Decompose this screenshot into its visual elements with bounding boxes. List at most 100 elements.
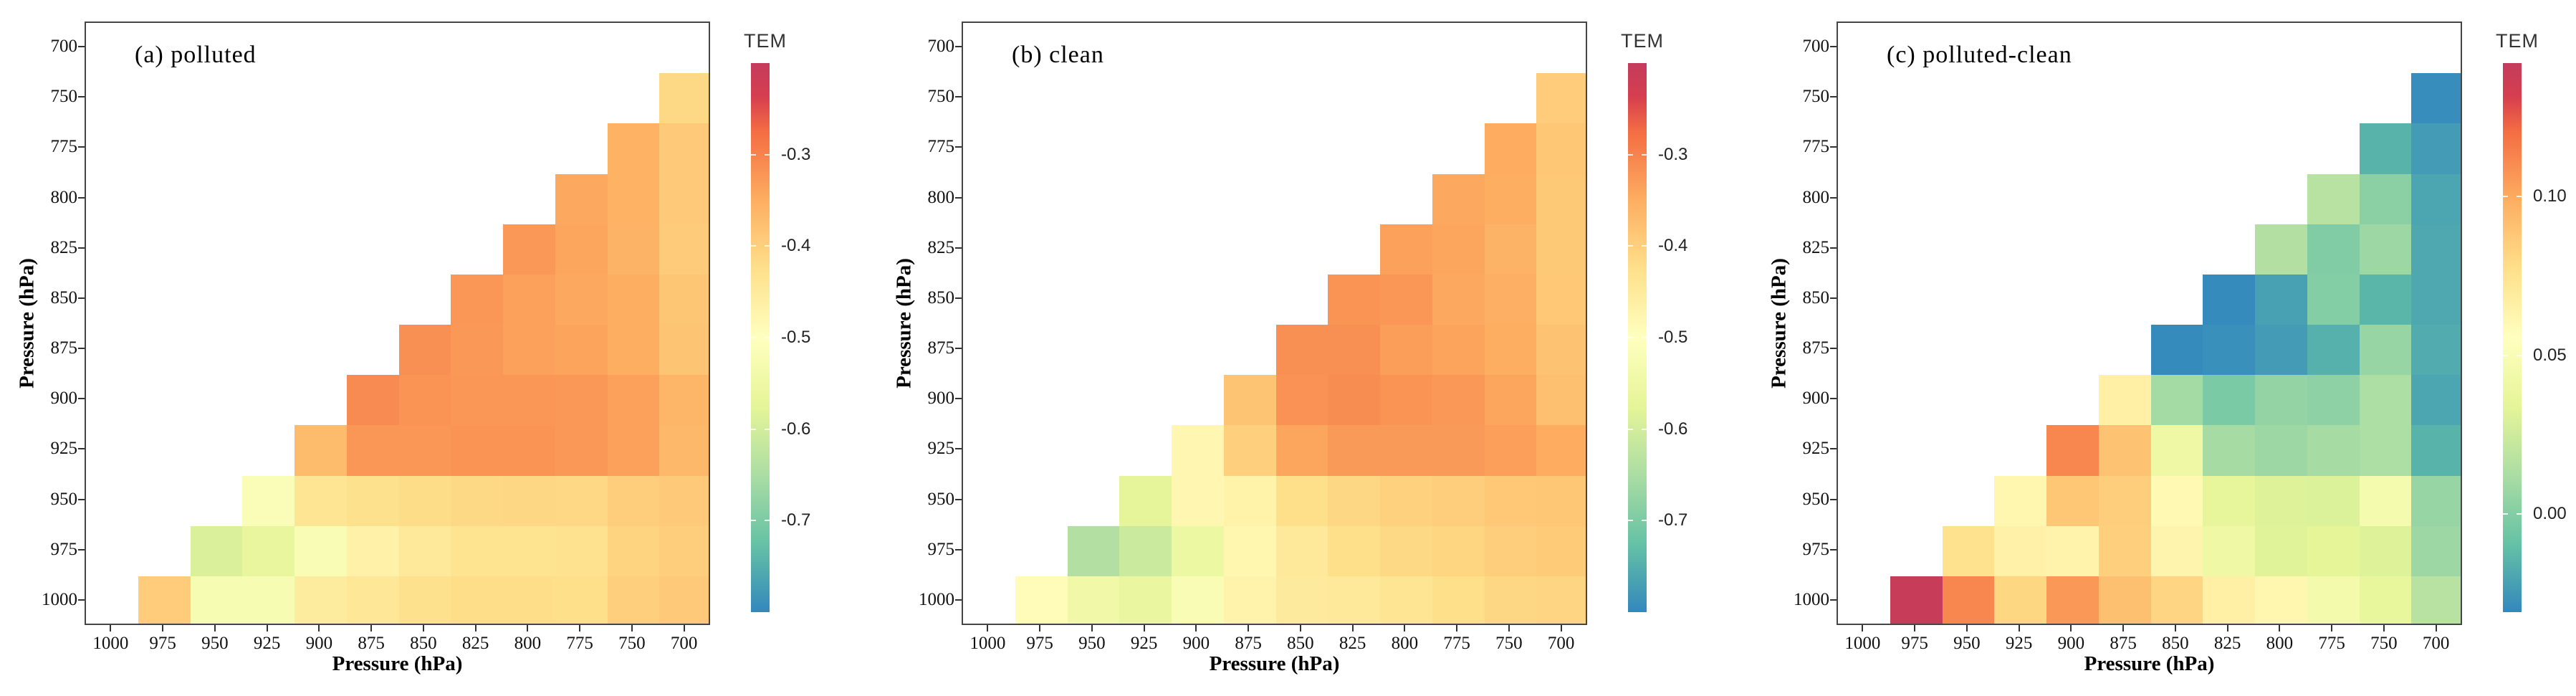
- heatmap-cell: [1994, 525, 2047, 577]
- heatmap-cell: [1484, 173, 1537, 225]
- colorbar-title: TEM: [744, 30, 787, 52]
- heatmap-cell: [1432, 475, 1485, 527]
- x-tick-label: 775: [566, 634, 593, 653]
- x-tick-mark: [1248, 625, 1250, 631]
- colorbar-tick-notch: [765, 428, 770, 430]
- heatmap-cell: [2307, 224, 2360, 275]
- x-tick-mark: [1914, 625, 1916, 631]
- heatmap-cell: [346, 525, 400, 577]
- y-tick-label: 750: [50, 87, 78, 107]
- y-tick-mark: [78, 196, 85, 199]
- y-tick-label: 800: [927, 187, 955, 207]
- x-tick-mark: [631, 625, 633, 631]
- x-tick-mark: [1351, 625, 1354, 631]
- heatmap-cell: [1380, 375, 1433, 426]
- x-tick-label: 900: [1182, 634, 1210, 653]
- heatmap-cell: [1536, 375, 1586, 426]
- x-tick-label: 925: [2005, 634, 2033, 653]
- colorbar-tick-label: -0.5: [781, 328, 811, 347]
- heatmap-cell: [1328, 475, 1381, 527]
- y-tick-mark: [1830, 548, 1837, 550]
- y-tick-label: 825: [927, 237, 955, 257]
- x-axis-label: Pressure (hPa): [332, 652, 463, 675]
- heatmap-cell: [2411, 525, 2461, 577]
- heatmap-cell: [607, 224, 660, 275]
- x-tick-label: 900: [305, 634, 333, 653]
- heatmap-cell: [1536, 173, 1586, 225]
- y-tick-mark: [955, 348, 962, 350]
- heatmap-cell: [659, 475, 709, 527]
- colorbar-tick-notch: [751, 245, 756, 247]
- x-tick-label: 700: [670, 634, 698, 653]
- heatmap-cell: [2046, 425, 2099, 477]
- heatmap-cell: [1432, 173, 1485, 225]
- heatmap-cell: [295, 425, 348, 477]
- heatmap-cell: [2411, 425, 2461, 477]
- colorbar-tick-notch: [765, 245, 770, 247]
- y-tick-label: 925: [50, 439, 78, 459]
- heatmap-cell: [451, 274, 504, 325]
- heatmap-cell: [2255, 224, 2308, 275]
- colorbar: [2503, 63, 2522, 612]
- heatmap-cell: [555, 375, 608, 426]
- heatmap-cell: [1275, 425, 1328, 477]
- colorbar-tick-notch: [765, 337, 770, 338]
- y-tick-label: 900: [927, 388, 955, 409]
- x-tick-mark: [2070, 625, 2072, 631]
- y-tick-label: 775: [50, 137, 78, 157]
- heatmap-cell: [2307, 475, 2360, 527]
- heatmap-cell: [1380, 425, 1433, 477]
- colorbar-tick-label: 0.10: [2533, 186, 2567, 206]
- y-tick-mark: [1830, 96, 1837, 98]
- x-tick-label: 900: [2057, 634, 2085, 653]
- heatmap-cell: [2046, 525, 2099, 577]
- heatmap-cell: [1484, 274, 1537, 325]
- heatmap-cell: [1172, 576, 1225, 624]
- heatmap-cell: [1380, 525, 1433, 577]
- x-tick-label: 975: [1026, 634, 1053, 653]
- y-axis-label: Pressure (hPa): [1767, 258, 1791, 388]
- x-tick-mark: [1404, 625, 1406, 631]
- heatmap-cell: [451, 375, 504, 426]
- colorbar-tick-label: 0.05: [2533, 345, 2567, 365]
- y-tick-label: 925: [1802, 439, 1830, 459]
- heatmap-cell: [346, 576, 400, 624]
- heatmap-cell: [1432, 525, 1485, 577]
- y-tick-label: 850: [1802, 287, 1830, 308]
- colorbar-tick-label: -0.3: [781, 144, 811, 164]
- y-tick-label: 700: [1802, 37, 1830, 57]
- heatmap-cell: [2046, 576, 2099, 624]
- x-tick-mark: [1456, 625, 1458, 631]
- y-tick-mark: [78, 599, 85, 601]
- heatmap-cell: [1484, 425, 1537, 477]
- heatmap-cell: [555, 576, 608, 624]
- colorbar-tick-notch: [765, 520, 770, 522]
- colorbar-tick-label: -0.5: [1658, 328, 1688, 347]
- y-tick-label: 900: [50, 388, 78, 409]
- heatmap-cell: [1484, 375, 1537, 426]
- y-tick-mark: [78, 548, 85, 550]
- y-tick-label: 800: [1802, 187, 1830, 207]
- colorbar-tick-notch: [1628, 428, 1633, 430]
- colorbar-tick-notch: [751, 337, 756, 338]
- heatmap-cell: [503, 525, 556, 577]
- x-tick-mark: [2122, 625, 2125, 631]
- heatmap-cell: [659, 325, 709, 376]
- plot-area: [85, 22, 710, 625]
- heatmap-cell: [503, 475, 556, 527]
- heatmap-cell: [2411, 73, 2461, 125]
- heatmap-cell: [607, 375, 660, 426]
- x-tick-label: 850: [1287, 634, 1314, 653]
- colorbar-tick-notch: [1642, 428, 1647, 430]
- x-tick-mark: [370, 625, 373, 631]
- heatmap-cell: [1536, 123, 1586, 175]
- y-tick-mark: [78, 498, 85, 500]
- heatmap-cell: [2203, 274, 2256, 325]
- colorbar-tick-notch: [2517, 196, 2522, 198]
- heatmap-cell: [1172, 425, 1225, 477]
- heatmap-cell: [503, 274, 556, 325]
- heatmap-cell: [242, 475, 295, 527]
- y-tick-mark: [1830, 599, 1837, 601]
- x-tick-mark: [1965, 625, 1968, 631]
